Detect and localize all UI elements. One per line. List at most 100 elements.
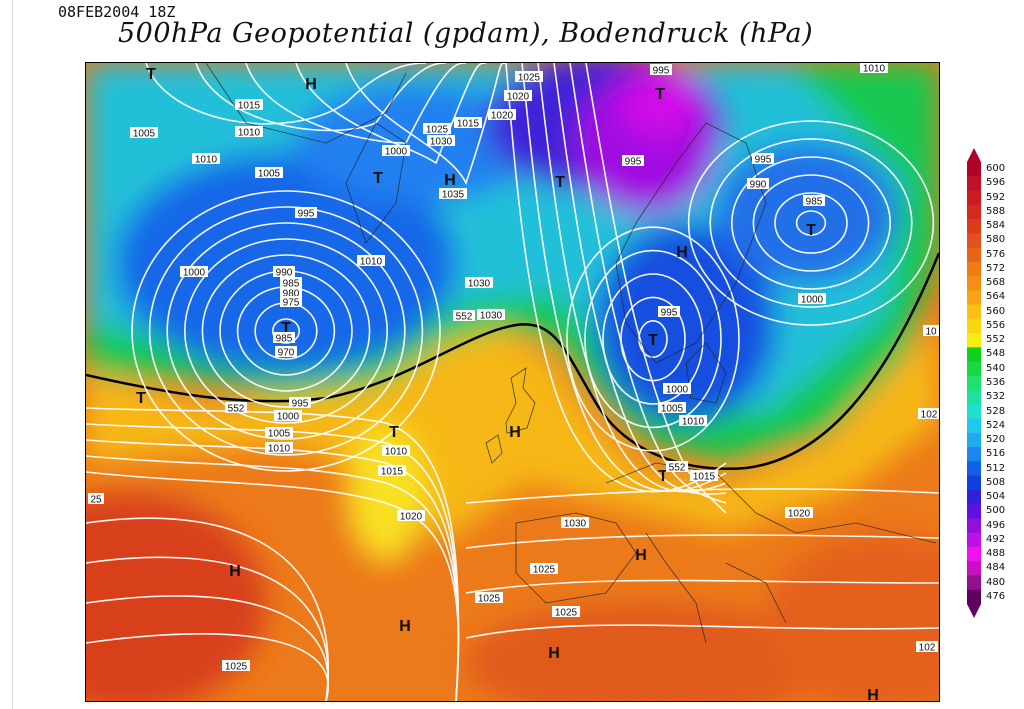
low-pressure-marker: T [281, 320, 291, 337]
label-text: 1015 [238, 101, 261, 112]
label-text: 552 [228, 404, 245, 415]
label-background [439, 188, 467, 199]
label-background [477, 309, 505, 320]
high-pressure-marker: H [229, 563, 241, 580]
label-text: 980 [283, 289, 300, 300]
weather-map: T H T H T T T H T T T H T H H H H T H 1015 1005 1010 1010 1005 1… [85, 62, 940, 702]
high-pressure-marker: H [676, 244, 688, 261]
label-background [289, 397, 311, 408]
colorbar-label: 492 [986, 533, 1006, 545]
isobar-label: 102 [918, 408, 939, 421]
isobar-line [86, 471, 460, 701]
isobar-line [86, 633, 329, 701]
label-text: 1020 [788, 509, 811, 520]
colorbar-swatch [967, 162, 981, 177]
isobar-label: 1000 [798, 293, 826, 306]
label-background [658, 402, 686, 413]
isobar-label: 1000 [180, 266, 208, 279]
label-background [747, 178, 769, 189]
label-background [552, 606, 580, 617]
high-pressure-marker: H [867, 687, 879, 701]
colorbar-swatch [967, 546, 981, 562]
isobar-line [537, 63, 727, 493]
isobar-label: 1025 [423, 123, 451, 136]
colorbar-label: 564 [986, 291, 1006, 303]
label-text: 990 [276, 268, 293, 279]
label-text: 1010 [863, 64, 886, 75]
isobar-line [731, 156, 892, 290]
colorbar-bottom-arrow [967, 604, 981, 618]
label-background [530, 563, 558, 574]
colorbar-swatch [967, 532, 981, 548]
map-labels: T H T H T T T H T T T H T H H H H T H 1015 1005 1010 1010 1005 1… [88, 63, 939, 701]
timestamp: 08FEB2004 18Z [58, 3, 176, 21]
label-background [453, 310, 475, 321]
colorbar-label: 552 [986, 334, 1006, 346]
low-pressure-marker: T [373, 170, 383, 187]
isobar-label: 995 [622, 155, 644, 168]
low-pressure-marker: T [655, 86, 665, 103]
colorbar-swatch [967, 489, 981, 505]
isobar-line [569, 63, 727, 504]
label-text: 1005 [268, 429, 291, 440]
label-text: 1025 [533, 565, 556, 576]
label-text: 995 [292, 399, 309, 410]
isobar-label: 1030 [465, 277, 493, 290]
label-text: 1000 [801, 295, 824, 306]
label-text: 1010 [195, 155, 218, 166]
isobar-line [465, 488, 939, 504]
isobar-label: 1015 [690, 470, 718, 483]
field-blue-n [296, 83, 536, 203]
high-pressure-marker: H [509, 424, 521, 441]
colorbar-label: 540 [986, 362, 1006, 374]
isobar-line [465, 624, 939, 639]
label-background [475, 592, 503, 603]
label-background [785, 507, 813, 518]
label-background [504, 90, 532, 101]
coastlines [205, 63, 937, 644]
colorbar-label: 588 [986, 205, 1006, 217]
label-background [88, 493, 104, 504]
colorbar-label: 528 [986, 405, 1006, 417]
isobar-label: 970 [275, 346, 297, 359]
label-text: 990 [750, 180, 767, 191]
left-margin [0, 0, 13, 709]
isobar-line [236, 286, 336, 376]
coastline [505, 367, 536, 434]
label-text: 1015 [381, 467, 404, 478]
label-background [423, 123, 451, 134]
isohypse-label: 552 [225, 402, 247, 415]
isobar-label: 1000 [382, 145, 410, 158]
label-background [275, 346, 297, 357]
colorbar-label: 580 [986, 234, 1006, 246]
colorbar-swatch [967, 204, 981, 220]
label-text: 1025 [478, 594, 501, 605]
low-pressure-marker: T [806, 222, 816, 239]
colorbar-label: 500 [986, 505, 1006, 517]
colorbar-label: 560 [986, 305, 1006, 317]
isohypse-label: 552 [666, 461, 688, 474]
label-background [663, 383, 691, 394]
label-background [860, 63, 888, 73]
colorbar-swatch [967, 176, 981, 192]
high-pressure-marker: H [548, 645, 560, 662]
label-background [225, 402, 247, 413]
colorbar-swatch [967, 575, 981, 591]
isobar-label: 1010 [860, 63, 888, 75]
colorbar-label: 536 [986, 377, 1006, 388]
label-text: 102 [921, 410, 938, 421]
label-background [397, 510, 425, 521]
label-background [515, 71, 543, 82]
label-text: 975 [283, 298, 300, 309]
label-text: 552 [669, 463, 686, 474]
isobar-line [553, 63, 727, 495]
isobar-label: 985 [280, 277, 302, 290]
label-background [622, 155, 644, 166]
label-background [803, 195, 825, 206]
label-background [273, 332, 295, 343]
label-background [235, 126, 263, 137]
label-background [923, 325, 939, 336]
colorbar-label: 556 [986, 319, 1006, 331]
colorbar: 600 596 592 588 584 580 576 572 568 564 560 556 552 5… [962, 148, 1022, 618]
isobar-line [752, 174, 870, 272]
